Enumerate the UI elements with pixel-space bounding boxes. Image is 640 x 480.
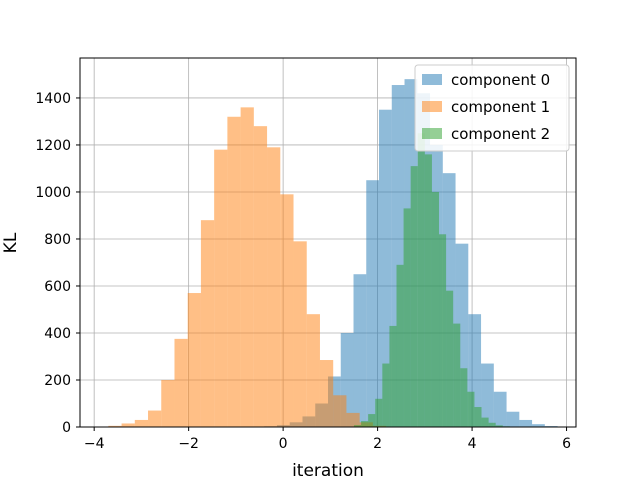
bar-component-1	[227, 116, 241, 427]
bar-component-2	[460, 368, 468, 427]
bar-component-1	[346, 412, 360, 427]
bar-component-2	[403, 208, 411, 427]
legend-swatch	[422, 101, 442, 112]
bar-component-1	[121, 423, 135, 427]
legend-swatch	[422, 74, 442, 85]
legend: component 0 component 1 component 2	[414, 64, 570, 152]
x-tick-label: −2	[178, 436, 199, 452]
bar-component-2	[446, 290, 454, 427]
y-tick-label: 0	[62, 420, 71, 436]
x-tick-label: −4	[84, 436, 105, 452]
bar-component-1	[108, 425, 122, 427]
y-axis-label: KL	[1, 232, 21, 253]
y-tick-label: 1000	[35, 185, 71, 201]
y-tick-label: 1400	[35, 91, 71, 107]
bar-component-1	[333, 395, 347, 427]
y-tick-label: 800	[44, 232, 71, 248]
bar-component-2	[439, 234, 447, 427]
bar-component-2	[410, 166, 418, 427]
bar-component-0	[366, 180, 380, 427]
bar-component-2	[353, 425, 362, 427]
bar-component-1	[134, 419, 149, 427]
bar-component-2	[396, 264, 404, 427]
bar-component-2	[361, 421, 369, 427]
bar-component-0	[481, 363, 494, 427]
bar-component-1	[174, 338, 188, 427]
bar-component-0	[493, 391, 507, 427]
bar-component-1	[200, 220, 215, 427]
bar-component-2	[481, 417, 489, 427]
y-tick-label: 600	[44, 279, 71, 295]
bar-component-1	[161, 379, 175, 427]
bar-component-2	[467, 391, 475, 427]
bar-component-1	[187, 293, 201, 427]
histogram-bars	[108, 79, 571, 428]
x-tick-label: 0	[279, 436, 288, 452]
bar-component-0	[519, 419, 533, 427]
x-tick-label: 6	[562, 436, 571, 452]
legend-box	[414, 64, 570, 152]
bar-component-2	[431, 191, 440, 427]
legend-label: component 1	[451, 98, 550, 116]
bar-component-1	[240, 107, 254, 427]
bar-component-2	[389, 325, 397, 427]
bar-component-0	[532, 424, 545, 427]
x-axis-label: iteration	[292, 461, 364, 480]
bar-component-0	[379, 109, 392, 428]
bar-component-2	[474, 407, 482, 427]
bar-component-2	[382, 363, 390, 427]
legend-label: component 2	[451, 125, 550, 143]
bar-component-2	[453, 323, 461, 427]
y-tick-label: 1200	[35, 138, 71, 154]
bar-component-1	[214, 149, 228, 427]
bar-component-1	[267, 147, 281, 427]
bar-component-2	[375, 398, 383, 427]
bar-component-1	[280, 194, 294, 427]
y-tick-label: 400	[44, 326, 71, 342]
x-tick-label: 4	[468, 436, 477, 452]
bar-component-1	[253, 126, 268, 427]
bar-component-0	[506, 411, 520, 427]
x-tick-label: 2	[373, 436, 382, 452]
bar-component-2	[417, 133, 425, 427]
bar-component-1	[148, 410, 162, 427]
legend-swatch	[422, 128, 442, 139]
bar-component-1	[319, 360, 334, 427]
bar-component-0	[353, 274, 367, 427]
bar-component-2	[424, 154, 432, 428]
y-tick-label: 200	[44, 373, 71, 389]
plot-frame	[79, 57, 577, 428]
legend-label: component 0	[451, 71, 550, 89]
axis-ticks: −4 −2 0 2 4 6 0 200 400 600 800 1000 1200 1400	[35, 91, 571, 452]
bar-component-2	[368, 414, 376, 427]
bar-component-2	[488, 422, 496, 427]
bar-component-1	[293, 241, 307, 427]
bar-component-2	[495, 425, 503, 427]
bar-component-1	[306, 314, 320, 427]
